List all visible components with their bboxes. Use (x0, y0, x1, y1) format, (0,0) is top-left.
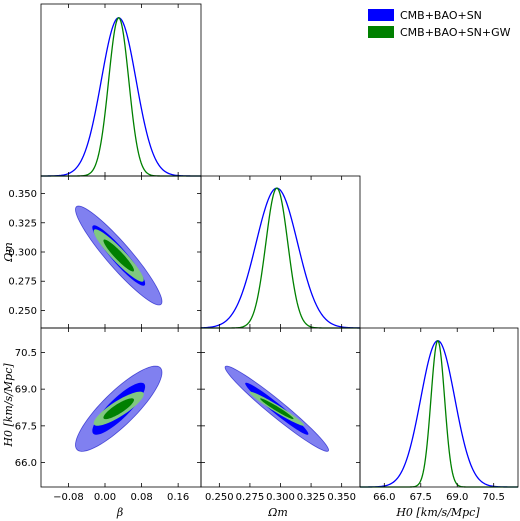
ytick-label-H0-3: 70.5 (15, 348, 37, 359)
marginal-H0-series1 (360, 340, 518, 488)
legend: CMB+BAO+SN CMB+BAO+SN+GW (368, 9, 511, 39)
panel-frame-H0-H0 (359, 327, 519, 488)
xtick-label-beta-1: 0.00 (94, 492, 116, 503)
marginal-H0-series0 (359, 340, 518, 488)
ytick-label-omega_m-4: 0.350 (8, 189, 37, 200)
contour-beta-H0-series1-1sigma (103, 398, 134, 420)
xtick-label-omega_m-2: 0.300 (266, 492, 295, 503)
xtick-label-H0-0: 66.0 (373, 492, 395, 503)
xtick-label-omega_m-4: 0.350 (327, 492, 356, 503)
ytick-label-H0-1: 67.5 (15, 421, 37, 432)
xlabel-omega-m: Ωm (267, 506, 288, 519)
ylabel-h0: H0 [km/s/Mpc] (2, 363, 15, 448)
xtick-label-H0-2: 69.0 (446, 492, 468, 503)
xtick-label-omega_m-0: 0.250 (205, 492, 234, 503)
contour-omega_m-H0-series1-1sigma (260, 398, 294, 420)
xtick-label-omega_m-3: 0.325 (297, 492, 326, 503)
xtick-label-H0-1: 67.5 (410, 492, 432, 503)
panel-frame-omega_m-omega_m (200, 175, 361, 329)
xtick-label-beta-0: −0.08 (53, 492, 84, 503)
xlabel-beta: β (116, 506, 123, 519)
xtick-label-H0-3: 70.5 (483, 492, 505, 503)
ylabel-omega-m: Ωm (2, 242, 15, 263)
contour-beta-omega_m-series1-1sigma (103, 239, 134, 272)
tick-labels: −0.08 0.00 0.08 0.16 0.250 0.275 0.300 0.325 0.3… (8, 189, 504, 503)
marginal-beta-series1 (41, 17, 201, 177)
panel-frame-beta-beta (40, 3, 202, 177)
marginal-omega_m-series0 (200, 187, 360, 329)
legend-swatch-cmb-bao-sn-gw (368, 26, 394, 38)
xtick-label-beta-3: 0.16 (167, 492, 189, 503)
tick-marks (41, 4, 495, 487)
ytick-label-omega_m-1: 0.275 (8, 277, 37, 288)
marginal-beta-series0 (41, 17, 201, 177)
ytick-label-H0-2: 69.0 (15, 385, 37, 396)
ytick-label-omega_m-3: 0.325 (8, 218, 37, 229)
legend-label-cmb-bao-sn-gw: CMB+BAO+SN+GW (400, 26, 511, 39)
legend-swatch-cmb-bao-sn (368, 9, 394, 21)
xtick-label-omega_m-1: 0.275 (236, 492, 265, 503)
legend-label-cmb-bao-sn: CMB+BAO+SN (400, 9, 482, 22)
ytick-label-omega_m-2: 0.300 (8, 248, 37, 259)
ytick-label-omega_m-0: 0.250 (8, 306, 37, 317)
contour-fills (75, 205, 329, 452)
xtick-label-beta-2: 0.08 (130, 492, 152, 503)
xlabel-h0: H0 [km/s/Mpc] (395, 506, 480, 519)
ytick-label-H0-0: 66.0 (15, 458, 37, 469)
marginal-omega_m-series1 (201, 187, 360, 329)
